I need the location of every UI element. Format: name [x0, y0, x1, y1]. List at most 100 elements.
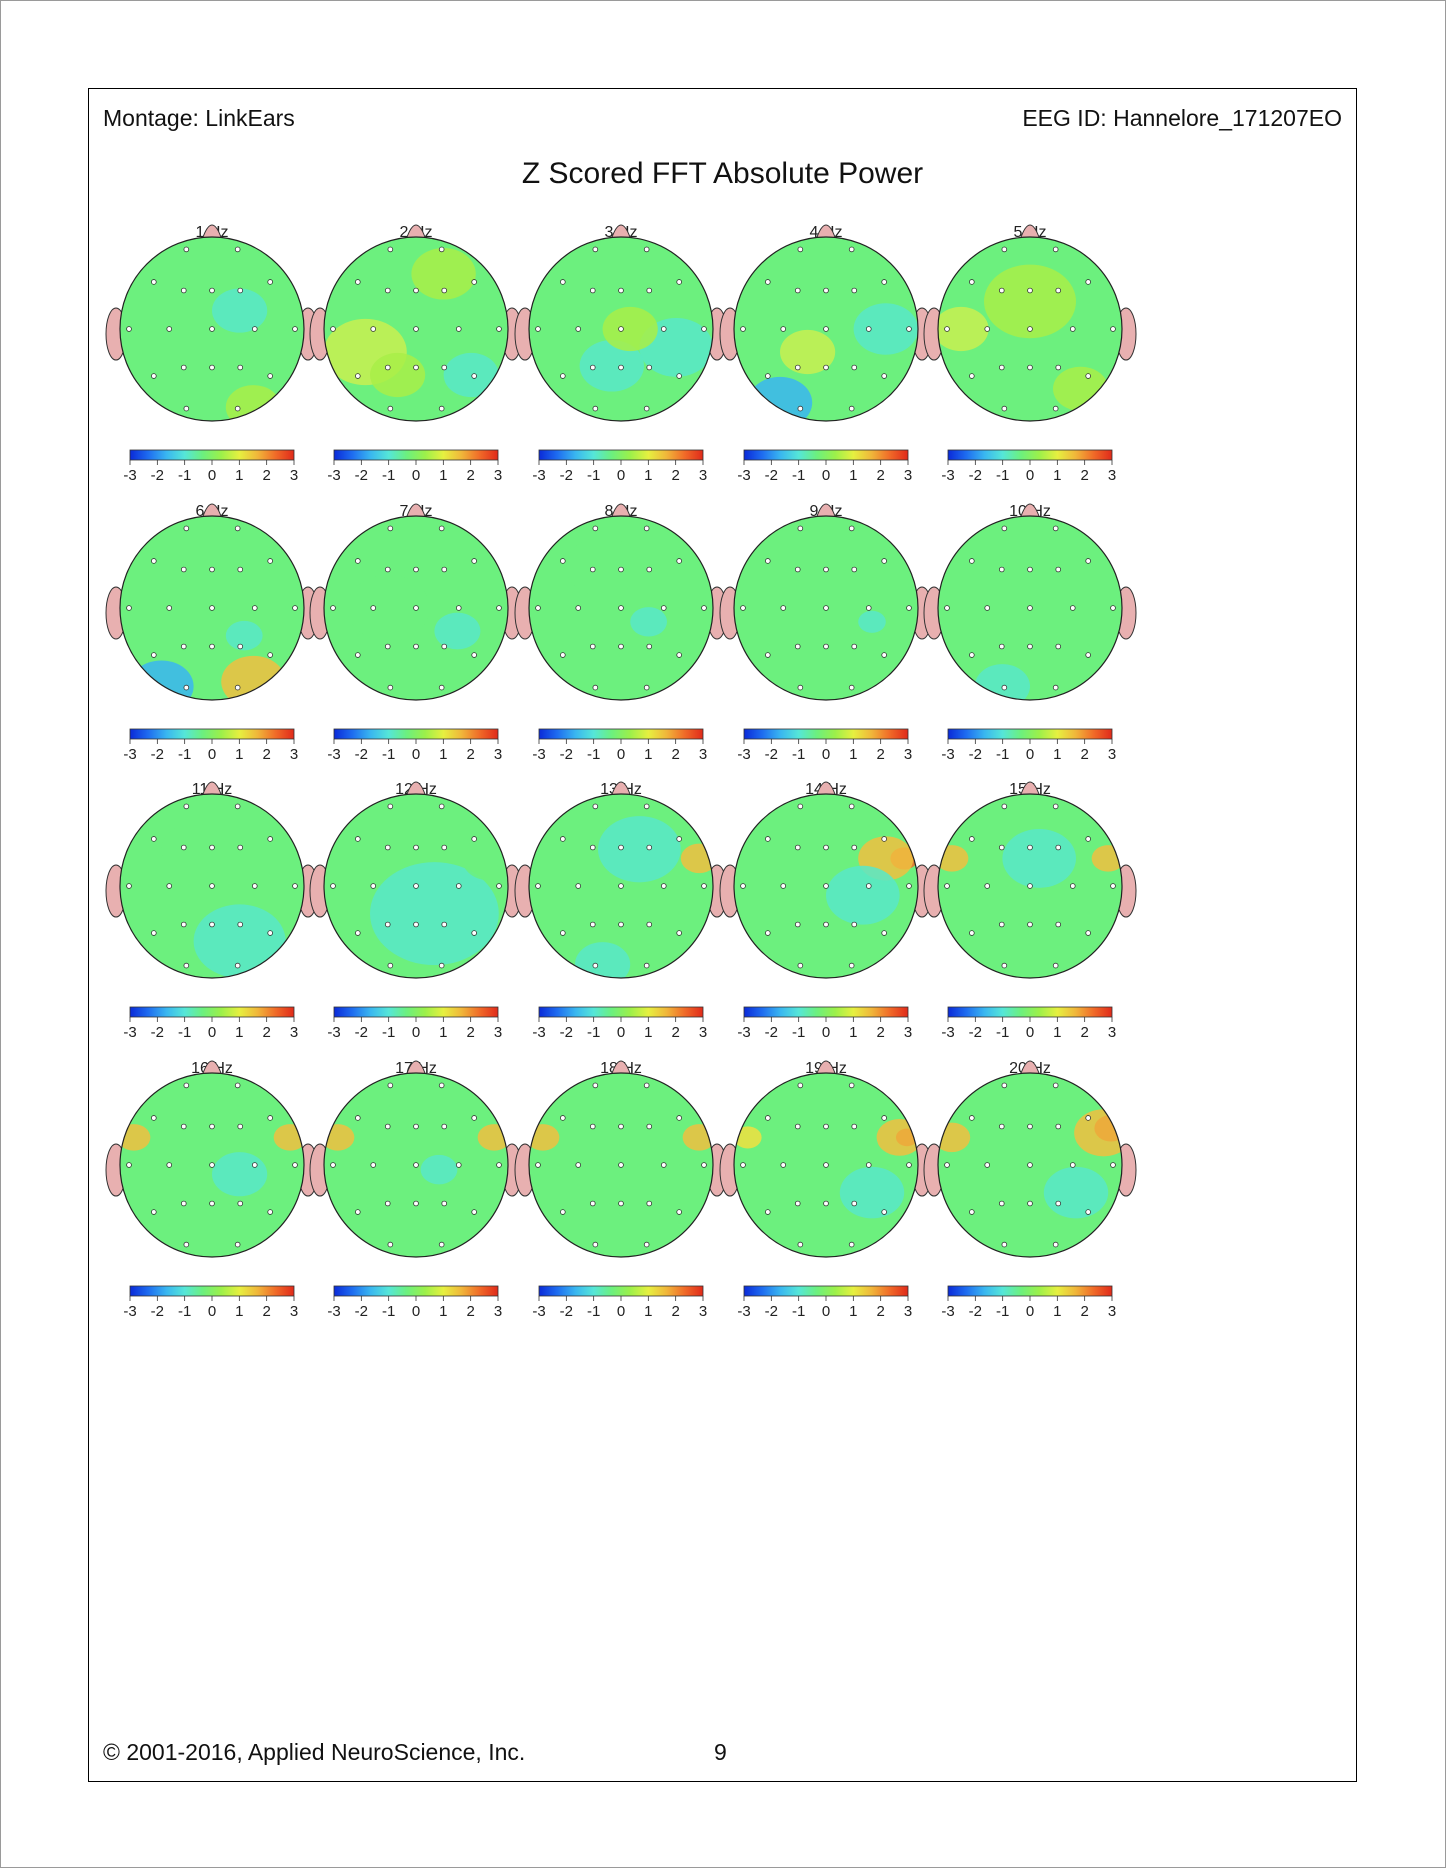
electrode-marker — [560, 836, 566, 842]
electrode-marker — [237, 566, 244, 573]
electrode-marker — [234, 684, 241, 691]
colorbar-tick-label: -3 — [532, 746, 545, 763]
colorbar-tick-label: 0 — [822, 467, 830, 484]
electrode-marker — [330, 326, 336, 332]
colorbar-tick-label: -3 — [941, 467, 954, 484]
colorbar-tick-label: 0 — [822, 746, 830, 763]
electrode-marker — [151, 1115, 157, 1121]
topomap: 14 Hz-3 -2 -1 0 1 2 3 — [719, 781, 933, 1041]
copyright-notice: © 2001-2016, Applied NeuroScience, Inc. — [103, 1739, 526, 1765]
electrode-marker — [740, 605, 746, 611]
electrode-marker — [330, 883, 336, 889]
colorbar-tick-label: -1 — [996, 467, 1009, 484]
electrode-marker — [267, 1209, 273, 1215]
electrode-marker — [1085, 1209, 1091, 1215]
electrode-marker — [660, 1162, 667, 1168]
colorbar-tick-label: 0 — [617, 746, 625, 763]
power-region — [858, 610, 886, 633]
electrode-marker — [387, 1082, 394, 1089]
electrode-marker — [209, 326, 215, 332]
electrode-marker — [441, 1200, 448, 1207]
electrode-marker — [471, 373, 477, 379]
colorbar-tick-label: -3 — [123, 746, 136, 763]
colorbar-tick-label: -2 — [151, 746, 164, 763]
electrode-marker — [944, 605, 950, 611]
colorbar-tick-label: 0 — [1026, 1303, 1034, 1320]
electrode-marker — [413, 287, 419, 294]
colorbar-tick-label: 2 — [1080, 746, 1088, 763]
electrode-marker — [676, 930, 682, 936]
electrode-marker — [1110, 326, 1116, 332]
electrode-marker — [701, 605, 707, 611]
topomap: 15 Hz-3 -2 -1 0 1 2 3 — [923, 781, 1137, 1041]
electrode-marker — [151, 279, 157, 285]
electrode-marker — [251, 326, 258, 332]
colorbar-tick-label: 1 — [644, 467, 652, 484]
electrode-marker — [1027, 1200, 1033, 1207]
electrode-marker — [906, 1162, 912, 1168]
power-region — [579, 340, 644, 392]
electrode-marker — [471, 1209, 477, 1215]
colorbar — [947, 449, 1113, 461]
colorbar-tick-label: -3 — [532, 467, 545, 484]
colorbar-tick-label: -2 — [969, 467, 982, 484]
electrode-marker — [794, 921, 801, 928]
electrode-marker — [851, 566, 858, 573]
colorbar-tick-label: 2 — [876, 746, 884, 763]
colorbar-tick-label: -2 — [765, 467, 778, 484]
electrode-marker — [676, 652, 682, 658]
electrode-marker — [267, 836, 273, 842]
electrode-marker — [643, 405, 650, 412]
power-region — [780, 329, 836, 375]
electrode-marker — [384, 921, 391, 928]
colorbar-tick-label: 1 — [439, 1303, 447, 1320]
electrode-marker — [969, 558, 975, 564]
electrode-marker — [797, 962, 804, 969]
colorbar-tick-label: -2 — [765, 1024, 778, 1041]
colorbar-tick-label: -2 — [151, 1303, 164, 1320]
topomap: 13 Hz-3 -2 -1 0 1 2 3 — [514, 781, 728, 1041]
colorbar-tick-label: 3 — [699, 1303, 707, 1320]
electrode-marker — [676, 279, 682, 285]
electrode-marker — [881, 373, 887, 379]
colorbar-tick-label: -3 — [737, 467, 750, 484]
electrode-marker — [1055, 364, 1062, 371]
electrode-marker — [1027, 326, 1033, 332]
electrode-marker — [660, 326, 667, 332]
colorbar-tick-label: 2 — [876, 1024, 884, 1041]
electrode-marker — [180, 1200, 187, 1207]
colorbar — [129, 1285, 295, 1297]
electrode-marker — [441, 844, 448, 851]
power-region — [193, 904, 286, 978]
electrode-marker — [535, 605, 541, 611]
colorbar-tick-label: -3 — [532, 1024, 545, 1041]
colorbar-tick-label: 2 — [1080, 1303, 1088, 1320]
power-region — [984, 264, 1076, 339]
electrode-marker — [180, 566, 187, 573]
electrode-marker — [646, 921, 653, 928]
colorbar-tick-label: -1 — [178, 1303, 191, 1320]
electrode-marker — [413, 921, 419, 928]
electrode-marker — [618, 1200, 624, 1207]
electrode-marker — [794, 566, 801, 573]
electrode-marker — [969, 373, 975, 379]
electrode-marker — [618, 883, 624, 889]
colorbar-tick-label: 2 — [671, 1303, 679, 1320]
colorbar-tick-label: -3 — [327, 1024, 340, 1041]
electrode-marker — [881, 558, 887, 564]
power-region — [574, 942, 631, 978]
electrode-marker — [1052, 246, 1059, 253]
colorbar-tick-label: 3 — [290, 1303, 298, 1320]
electrode-marker — [438, 405, 445, 412]
electrode-marker — [1055, 921, 1062, 928]
power-region — [639, 317, 713, 377]
electrode-marker — [1001, 1241, 1008, 1248]
electrode-marker — [618, 287, 624, 294]
colorbar-tick-label: 0 — [1026, 1024, 1034, 1041]
electrode-marker — [823, 566, 829, 573]
colorbar-tick-label: 2 — [671, 467, 679, 484]
